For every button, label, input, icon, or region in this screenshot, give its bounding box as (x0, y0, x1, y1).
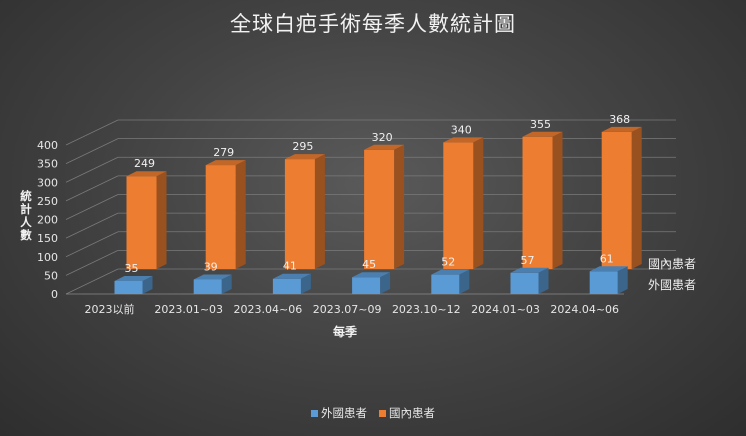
x-tick-label: 2024.01~03 (471, 303, 540, 316)
data-label-series-0-3: 45 (362, 258, 376, 271)
bar-series-0-1-side (221, 274, 232, 294)
bar-series-0-1-top (193, 274, 232, 280)
bar-series-0-6-top (589, 266, 628, 272)
bar-series-0-6-side (617, 266, 628, 294)
x-tick-label: 2023.01~03 (154, 303, 223, 316)
bar-series-0-3-top (352, 272, 391, 278)
bar-series-1-1 (205, 165, 236, 269)
bar-series-1-0 (126, 176, 157, 269)
bar-series-0-6 (589, 271, 618, 294)
gridline-side (65, 175, 119, 202)
data-label-series-1-6: 368 (609, 113, 630, 126)
y-tick-label: 100 (37, 251, 58, 264)
x-tick-label: 2024.04~06 (550, 303, 619, 316)
bar-series-1-1-side (235, 160, 246, 269)
bar-series-1-2-top (284, 154, 325, 160)
bar-series-1-2 (284, 159, 315, 269)
legend-entry-series-0: 外國患者 (311, 405, 367, 421)
x-tick-label: 2023.10~12 (392, 303, 461, 316)
data-label-series-1-2: 295 (292, 140, 313, 153)
data-label-series-0-4: 52 (441, 256, 455, 269)
bar-series-0-4-side (459, 269, 470, 294)
bar-series-0-3 (352, 277, 381, 294)
data-label-series-1-5: 355 (530, 118, 551, 131)
y-tick-label: 350 (37, 158, 58, 171)
data-label-series-1-1: 279 (213, 146, 234, 159)
bar-series-0-4-top (431, 269, 470, 275)
bar-series-1-6-top (601, 126, 642, 132)
bar-series-0-5 (510, 272, 539, 294)
data-label-series-0-0: 35 (125, 262, 139, 275)
bar-series-0-0 (114, 280, 143, 294)
bar-series-1-4-side (473, 137, 484, 269)
data-label-series-0-5: 57 (521, 254, 535, 267)
data-label-series-0-1: 39 (204, 260, 218, 273)
y-tick-label: 150 (37, 232, 58, 245)
legend-swatch-series-0 (311, 409, 318, 417)
legend-label-series-0: 外國患者 (321, 406, 367, 420)
bar-series-1-4-top (443, 137, 484, 143)
bar-series-1-0-top (126, 171, 167, 177)
y-tick-label: 50 (44, 269, 58, 282)
bar-series-1-5-side (552, 131, 563, 269)
gridline-side (65, 212, 119, 239)
legend-entry-series-1: 國內患者 (379, 405, 435, 421)
data-label-series-0-2: 41 (283, 260, 297, 273)
bar-series-1-5 (522, 136, 553, 269)
data-label-series-1-4: 340 (451, 123, 472, 136)
y-axis-title: 統計人數 (20, 189, 32, 242)
y-tick-label: 300 (37, 176, 58, 189)
gridline-side (65, 119, 119, 146)
bar-series-0-1 (193, 279, 222, 294)
bar-series-1-2-side (314, 154, 325, 269)
gridline-side (65, 268, 119, 295)
series-axis-label-0: 外國患者 (648, 278, 696, 292)
bar-series-0-2 (272, 278, 301, 294)
bar-series-1-6-side (631, 126, 642, 269)
y-tick-label: 400 (37, 139, 58, 152)
gridline-side (65, 138, 119, 164)
y-tick-label: 200 (37, 214, 58, 227)
gridline-side (65, 231, 119, 258)
bar-series-1-6 (601, 131, 632, 269)
bar-series-1-5-top (522, 131, 563, 137)
x-tick-label: 2023以前 (85, 302, 135, 316)
bar-series-0-2-top (272, 273, 311, 279)
series-axis-label-1: 國內患者 (648, 257, 696, 271)
gridline-side (65, 156, 119, 183)
data-label-series-0-6: 61 (600, 252, 614, 265)
legend-label-series-1: 國內患者 (389, 406, 435, 420)
legend: 外國患者 國內患者 (0, 405, 746, 421)
bar-series-0-3-side (380, 272, 391, 294)
bar-series-1-3 (364, 149, 395, 269)
x-tick-label: 2023.04~06 (234, 303, 303, 316)
x-axis-title: 每季 (332, 325, 357, 339)
bar-series-0-2-side (300, 273, 311, 294)
data-label-series-1-0: 249 (134, 157, 155, 170)
bar-series-1-3-top (364, 144, 405, 150)
legend-swatch-series-1 (379, 409, 386, 417)
bar-series-1-0-side (156, 171, 167, 269)
y-tick-label: 0 (51, 288, 58, 301)
bar-series-0-5-side (538, 267, 549, 294)
bar-series-1-3-side (394, 144, 405, 269)
bar-series-0-0-top (114, 275, 153, 281)
x-tick-label: 2023.07~09 (313, 303, 382, 316)
chart-title: 全球白疤手術每季人數統計圖 (230, 12, 516, 36)
data-label-series-1-3: 320 (372, 131, 393, 144)
bar-series-1-1-top (205, 160, 246, 166)
gridline-side (65, 194, 119, 220)
bar-series-1-4 (443, 142, 474, 269)
bar-series-0-5-top (510, 267, 549, 273)
y-tick-label: 250 (37, 195, 58, 208)
bar-series-0-4 (431, 274, 460, 294)
bar-series-0-0-side (142, 275, 153, 294)
gridline-side (65, 250, 119, 276)
